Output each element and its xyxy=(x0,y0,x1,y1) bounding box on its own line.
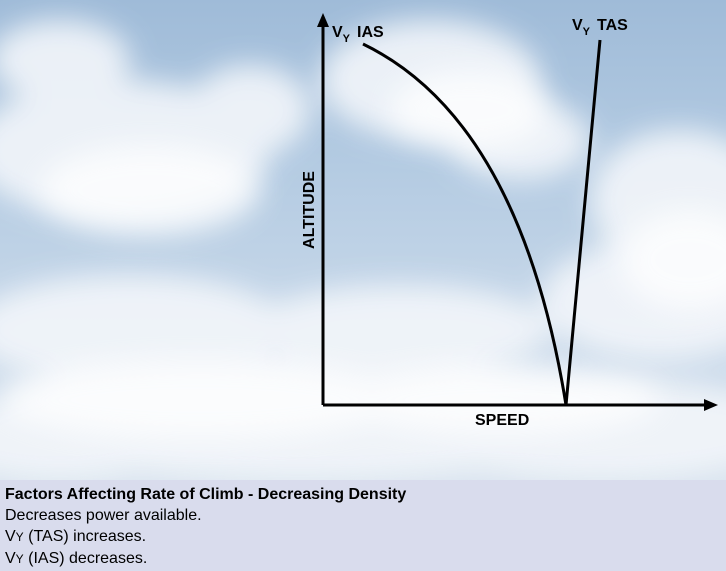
caption-panel: Factors Affecting Rate of Climb - Decrea… xyxy=(0,480,726,571)
vy-tas-label-sub: Y xyxy=(582,26,591,38)
caption-line-ias: VY (IAS) decreases. xyxy=(5,548,726,570)
vy-tas-label: VY TAS xyxy=(572,17,628,38)
y-axis-arrow-icon xyxy=(317,13,329,27)
vy-ias-curve xyxy=(362,42,568,406)
caption-line-ias-y: Y xyxy=(15,552,24,566)
x-axis-label: SPEED xyxy=(475,412,530,429)
caption-line-ias-v: V xyxy=(5,550,16,567)
caption-line-tas-y: Y xyxy=(15,530,24,544)
caption-line-power: Decreases power available. xyxy=(5,507,202,524)
vy-ias-label-suffix: IAS xyxy=(357,24,384,41)
vy-tas-line xyxy=(564,39,602,406)
climb-diagram xyxy=(317,13,718,411)
caption-line-tas-text: (TAS) increases. xyxy=(23,528,147,545)
vy-tas-label-v: V xyxy=(572,17,583,34)
vy-ias-label-sub: Y xyxy=(342,33,351,45)
vy-tas-label-suffix: TAS xyxy=(597,17,628,34)
y-axis-label: ALTITUDE xyxy=(301,171,318,249)
sky-background xyxy=(0,0,726,480)
caption-title: Factors Affecting Rate of Climb - Decrea… xyxy=(5,486,407,503)
clouds-image xyxy=(0,20,726,480)
caption-line-tas-v: V xyxy=(5,528,16,545)
x-axis-arrow-icon xyxy=(704,399,718,411)
vy-ias-label-v: V xyxy=(332,24,343,41)
caption-line-ias-text: (IAS) decreases. xyxy=(23,550,148,567)
vy-ias-label: VY IAS xyxy=(332,24,384,45)
caption-line-tas: VY (TAS) increases. xyxy=(5,526,726,548)
